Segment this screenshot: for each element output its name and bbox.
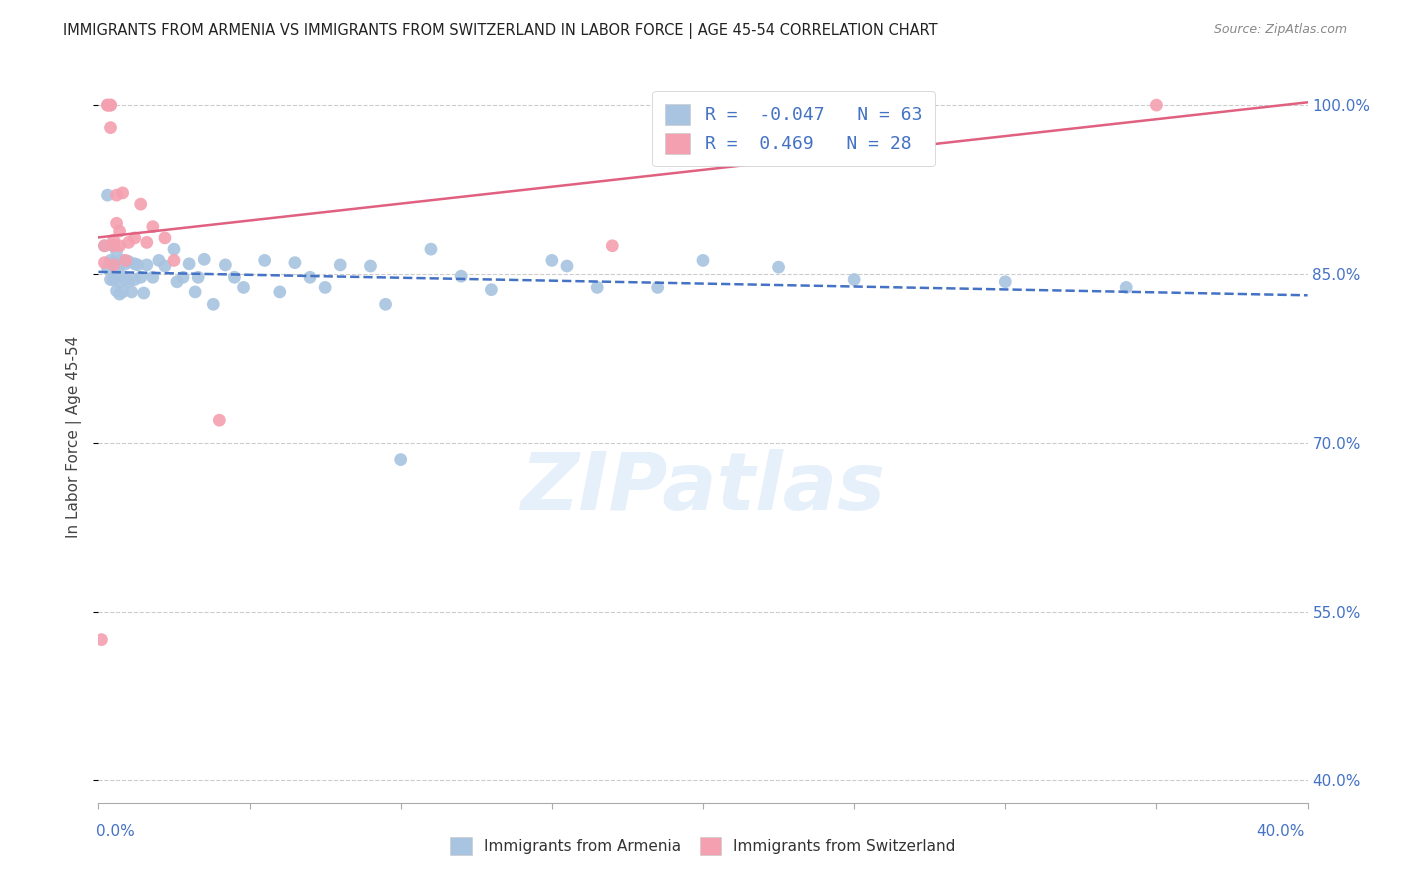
Point [555,259,578,273]
Point [96,98,118,112]
Point [111,253,134,268]
Point [93,255,115,269]
Point [389,452,412,467]
Point [299,270,322,285]
Point [692,98,714,112]
Point [253,253,276,268]
Point [1144,98,1167,112]
Point [124,272,146,286]
Point [172,270,194,285]
Legend: Immigrants from Armenia, Immigrants from Switzerland: Immigrants from Armenia, Immigrants from… [444,831,962,861]
Point [314,280,336,294]
Point [103,255,125,269]
Point [114,272,136,286]
Point [114,257,136,271]
Point [105,244,128,259]
Point [105,284,128,298]
Point [360,259,382,273]
Point [93,239,115,253]
Point [374,297,396,311]
Point [153,231,176,245]
Point [193,252,215,267]
Text: ZIPatlas: ZIPatlas [520,450,886,527]
Point [118,235,141,250]
Point [1115,280,1137,294]
Text: Source: ZipAtlas.com: Source: ZipAtlas.com [1213,23,1347,37]
Point [96,188,118,202]
Point [142,270,165,285]
Point [127,258,149,272]
Text: 0.0%: 0.0% [96,824,135,838]
Point [179,257,201,271]
Point [187,270,209,285]
Point [121,285,143,299]
Point [96,261,118,276]
Point [118,275,141,289]
Point [108,239,131,253]
Point [540,253,562,268]
Point [586,280,609,294]
Y-axis label: In Labor Force | Age 45-54: In Labor Force | Age 45-54 [66,336,83,538]
Point [111,186,134,200]
Point [166,275,188,289]
Point [132,286,155,301]
Point [105,188,128,202]
Point [96,98,118,112]
Point [768,260,790,275]
Point [148,253,170,268]
Point [329,258,352,272]
Point [202,297,225,311]
Point [100,98,122,112]
Point [105,216,128,230]
Point [420,242,443,256]
Point [129,270,152,285]
Point [100,253,122,268]
Point [103,233,125,247]
Point [142,219,165,234]
Point [111,269,134,284]
Point [124,257,146,271]
Point [93,239,115,253]
Point [118,254,141,268]
Text: IMMIGRANTS FROM ARMENIA VS IMMIGRANTS FROM SWITZERLAND IN LABOR FORCE | AGE 45-5: IMMIGRANTS FROM ARMENIA VS IMMIGRANTS FR… [63,23,938,39]
Point [208,413,231,427]
Point [108,258,131,272]
Point [224,270,246,285]
Point [450,269,472,284]
Point [108,287,131,301]
Point [135,235,157,250]
Point [269,285,291,299]
Point [163,242,186,256]
Point [214,258,236,272]
Point [103,239,125,253]
Point [647,280,669,294]
Point [103,258,125,272]
Point [90,632,112,647]
Point [105,261,128,276]
Point [602,239,624,253]
Point [163,253,186,268]
Point [692,253,714,268]
Point [184,285,207,299]
Point [100,120,122,135]
Point [153,259,176,273]
Point [129,197,152,211]
Text: 40.0%: 40.0% [1257,824,1305,838]
Point [108,224,131,238]
Point [481,283,503,297]
Point [108,275,131,289]
Point [232,280,254,294]
Point [135,258,157,272]
Point [124,231,146,245]
Point [284,255,307,269]
Point [844,272,866,286]
Point [103,272,125,286]
Point [111,285,134,299]
Point [994,275,1017,289]
Point [100,98,122,112]
Point [103,239,125,253]
Point [100,272,122,286]
Point [114,253,136,268]
